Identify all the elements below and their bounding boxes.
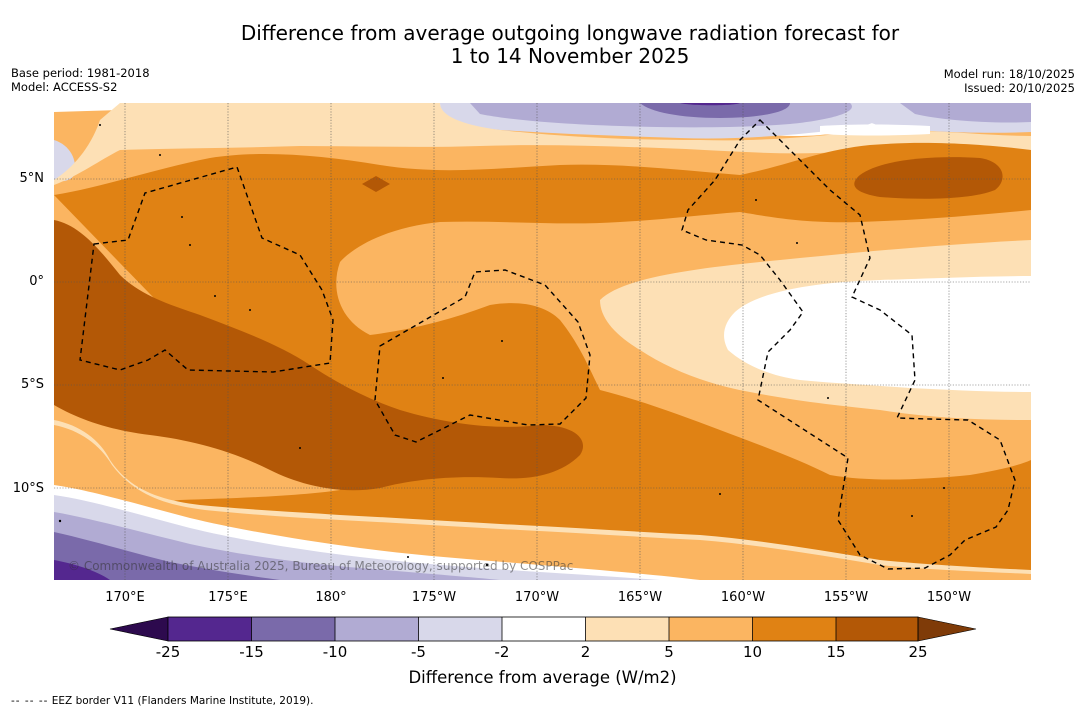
field-north-neg-15 (640, 103, 790, 118)
field-max-northeast (854, 157, 1003, 199)
title-line-1: Difference from average outgoing longwav… (240, 21, 900, 45)
lat-label-5s: 5°S (20, 377, 44, 392)
island (181, 216, 183, 218)
colorbar-tick: 5 (664, 643, 674, 661)
field-south-neg-15 (54, 532, 280, 580)
colorbar (109, 616, 977, 642)
island (911, 515, 913, 517)
colorbar-segment-n25-n15 (168, 617, 252, 641)
field-south-neg-25 (54, 560, 110, 580)
anomaly-field (54, 103, 1031, 580)
model-name: Model: ACCESS-S2 (11, 80, 118, 94)
lat-label-10s: 10°S (12, 481, 44, 496)
issued-date: Issued: 20/10/2025 (964, 81, 1075, 95)
colorbar-segment-p10-p15 (752, 617, 836, 641)
colorbar-extend-min (109, 616, 169, 642)
colorbar-segment-n2-p2 (502, 617, 586, 641)
colorbar-tick: 2 (580, 643, 591, 661)
colorbar-extend-max (917, 616, 977, 642)
island (99, 124, 101, 126)
lon-label-170e: 170°E (105, 590, 145, 605)
lat-label-0: 0° (29, 274, 44, 289)
island (189, 244, 191, 246)
colorbar-segment-n5-n2 (418, 617, 502, 641)
meta-left: Base period: 1981-2018 Model: ACCESS-S2 (11, 66, 150, 94)
island (214, 295, 216, 297)
island (442, 377, 444, 379)
copyright-watermark: © Commonwealth of Australia 2025, Bureau… (68, 559, 573, 573)
eez-howland-baker (374, 269, 591, 443)
field-north-light (54, 103, 1031, 185)
footer-legend: -- -- -- EEZ border V11 (Flanders Marine… (11, 695, 313, 707)
chart-title: Difference from average outgoing longwav… (0, 22, 1085, 68)
island (58, 519, 62, 523)
lon-label-165w: 165°W (617, 590, 663, 605)
colorbar-segment-p2-p5 (585, 617, 669, 641)
lon-label-175w: 175°W (411, 590, 457, 605)
island (943, 487, 945, 489)
island (299, 447, 301, 449)
island (796, 242, 798, 244)
colorbar-tick: -10 (322, 643, 348, 661)
field-east-white (724, 276, 1031, 392)
colorbar-segment-n15-n10 (251, 617, 335, 641)
island (159, 154, 161, 156)
base-period: Base period: 1981-2018 (11, 66, 150, 80)
lon-label-155w: 155°W (823, 590, 869, 605)
lon-label-175e: 175°E (208, 590, 248, 605)
lon-label-150w: 150°W (926, 590, 972, 605)
colorbar-tick: -5 (411, 643, 426, 661)
island (249, 309, 251, 311)
eez-legend-text: EEZ border V11 (Flanders Marine Institut… (51, 695, 314, 707)
colorbar-tick: 10 (742, 643, 763, 661)
meta-right: Model run: 18/10/2025 Issued: 20/10/2025 (944, 67, 1075, 95)
eez-legend-symbol: -- -- -- (11, 695, 49, 707)
colorbar-segment-p5-p10 (669, 617, 753, 641)
lon-label-180: 180° (315, 590, 347, 605)
field-ne-neg-10 (900, 103, 1031, 123)
colorbar-outline (167, 616, 919, 642)
island (719, 493, 721, 495)
colorbar-tick: -25 (155, 643, 181, 661)
island (501, 340, 503, 342)
field-max-spot-north (362, 176, 390, 192)
colorbar-tick: -15 (239, 643, 264, 661)
island (755, 199, 757, 201)
eez-borders (79, 119, 1016, 570)
colorbar-segment-p15-p25 (836, 617, 918, 641)
colorbar-tick: 15 (826, 643, 846, 661)
islands (58, 124, 945, 567)
eez-kiribati-gilbert (79, 166, 334, 373)
lon-label-170w: 170°W (514, 590, 560, 605)
graticule (54, 103, 1031, 580)
title-line-2: 1 to 14 November 2025 (450, 44, 690, 68)
island (485, 563, 489, 567)
island (407, 556, 409, 558)
colorbar-tick: 25 (908, 643, 928, 661)
lat-label-5n: 5°N (19, 171, 45, 186)
colorbar-tick: -2 (494, 643, 510, 661)
field-main-10-15 (54, 142, 1031, 580)
lon-label-160w: 160°W (720, 590, 766, 605)
island (827, 397, 829, 399)
field-max-west (54, 220, 584, 491)
model-run: Model run: 18/10/2025 (943, 67, 1075, 81)
colorbar-title: Difference from average (W/m2) (408, 668, 677, 687)
colorbar-segment-n10-n5 (335, 617, 419, 641)
field-north-neg-25 (680, 103, 740, 106)
field-ne-white-patch (820, 124, 930, 136)
